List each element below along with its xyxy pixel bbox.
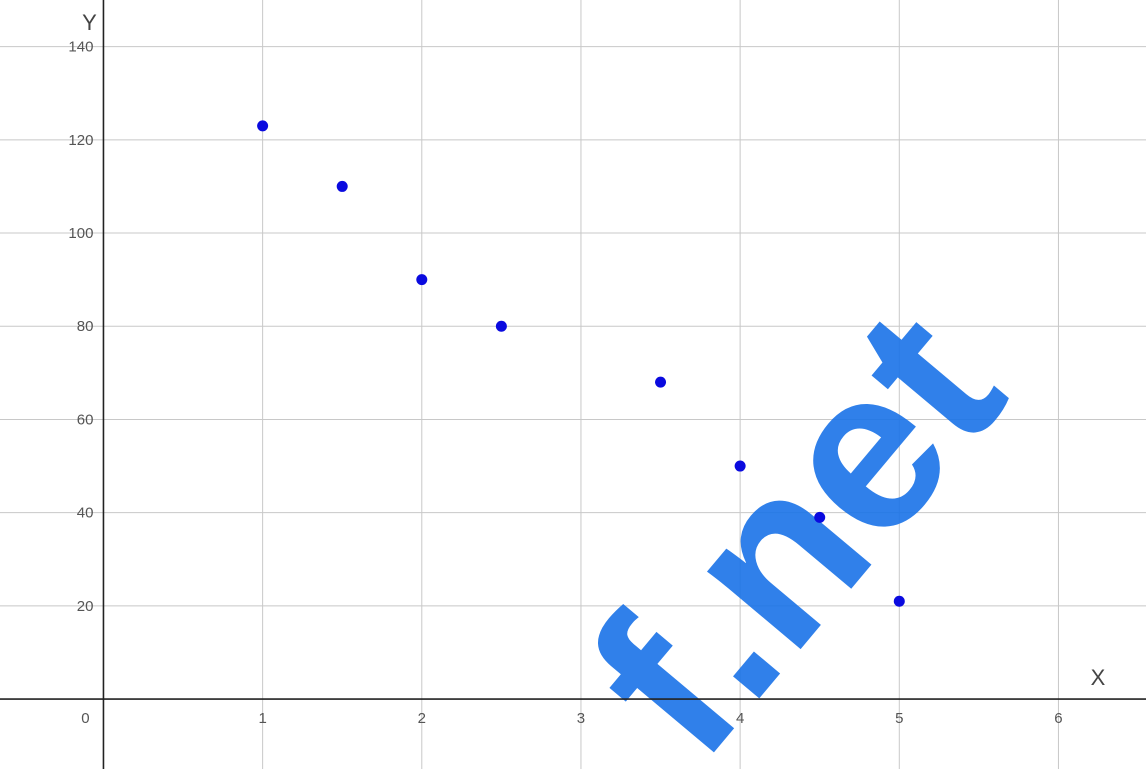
y-tick-label: 140 [68, 39, 93, 56]
x-tick-label: 5 [895, 710, 903, 727]
data-point [495, 320, 507, 332]
data-points [257, 120, 905, 607]
y-tick-label: 60 [77, 411, 94, 428]
y-tick-label: 100 [68, 225, 93, 242]
x-tick-label: 3 [577, 710, 585, 727]
x-tick-label: 2 [418, 710, 426, 727]
data-point [336, 180, 348, 192]
watermark-text: f.net [541, 263, 1050, 769]
data-point [257, 120, 269, 132]
x-axis-label: X [1091, 665, 1106, 690]
y-tick-label: 40 [77, 505, 94, 522]
y-tick-label: 80 [77, 318, 94, 335]
y-axis-label: Y [82, 10, 97, 35]
data-point [655, 376, 667, 388]
data-point [416, 274, 428, 286]
x-tick-label: 1 [258, 710, 266, 727]
origin-label: 0 [81, 710, 89, 727]
y-tick-label: 20 [77, 598, 94, 615]
data-point [893, 595, 905, 607]
data-point [814, 511, 826, 523]
tick-labels: 1 2 3 4 5 6 20 40 60 80 100 120 140 [68, 39, 1062, 727]
x-tick-label: 6 [1054, 710, 1062, 727]
x-tick-label: 4 [736, 710, 744, 727]
data-point [734, 460, 746, 472]
y-tick-label: 120 [68, 132, 93, 149]
